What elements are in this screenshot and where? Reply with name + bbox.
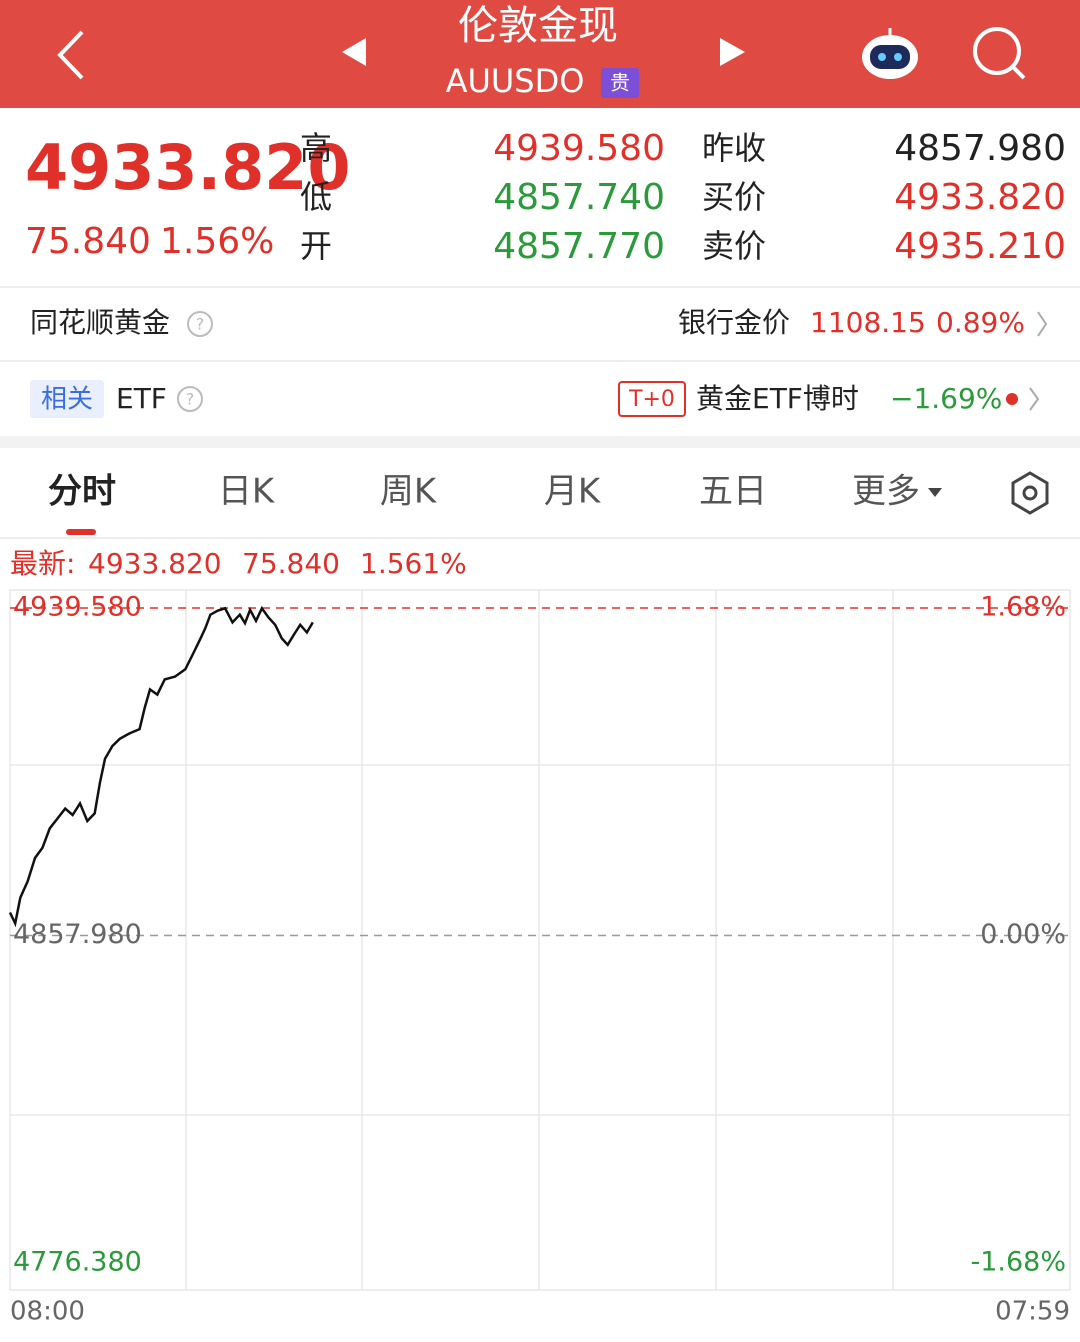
- stat-label: 昨收: [702, 129, 766, 167]
- search-icon[interactable]: [973, 27, 1026, 80]
- x-tick-label: 07:59: [995, 1297, 1070, 1327]
- stat-value: 4933.820: [894, 177, 1066, 218]
- pct-label: 1.68%: [980, 592, 1066, 623]
- latest-change: 75.840: [242, 547, 340, 580]
- help-mark: ?: [196, 315, 205, 334]
- t0-badge: [618, 381, 686, 417]
- chevron[interactable]: [1037, 311, 1048, 337]
- help-mark: ?: [186, 390, 195, 409]
- bank-price: 1108.15: [810, 306, 926, 339]
- back-button[interactable]: [57, 30, 84, 80]
- tab[interactable]: 日K: [218, 472, 276, 512]
- tab[interactable]: 周K: [380, 472, 438, 512]
- price-line: [8, 605, 314, 928]
- related-text: 相关: [41, 385, 93, 415]
- t0-text: T+0: [628, 387, 675, 412]
- chevron[interactable]: [1029, 387, 1040, 411]
- latest-pct: 1.561%: [360, 547, 467, 580]
- badge: [601, 68, 639, 98]
- stat-value: 4939.580: [493, 128, 665, 169]
- chart-grid: [9, 589, 1071, 1291]
- tab-indicator: [66, 529, 96, 535]
- pct-label: 0.00%: [980, 919, 1066, 950]
- tab[interactable]: 月K: [544, 472, 602, 512]
- price-change-pct: 1.56%: [160, 221, 274, 262]
- next-button[interactable]: [720, 38, 745, 66]
- badge-text: 贵: [610, 71, 630, 95]
- gold-name[interactable]: 同花顺黄金: [30, 306, 170, 339]
- stat-label: 开: [300, 227, 332, 265]
- related-badge: [30, 380, 104, 418]
- x-tick-label: 08:00: [10, 1297, 85, 1327]
- y-tick-label: 4776.380: [13, 1247, 142, 1278]
- etf-pct: −1.69%: [890, 382, 1002, 415]
- help-icon[interactable]: [187, 311, 213, 337]
- y-tick-label: 4939.580: [13, 592, 142, 623]
- bank-label: 银行金价: [678, 306, 790, 339]
- help-icon[interactable]: [177, 386, 203, 412]
- pct-label: -1.68%: [970, 1247, 1066, 1278]
- price-change: 75.840: [25, 221, 151, 262]
- y-tick-label: 4857.980: [13, 919, 142, 950]
- stat-value: 4857.740: [493, 177, 665, 218]
- stat-label: 高: [300, 129, 332, 167]
- latest-label: 最新:: [10, 547, 75, 580]
- stat-value: 4857.980: [894, 128, 1066, 169]
- dropdown-arrow: [928, 488, 942, 497]
- symbol-code: AUUSDO: [446, 62, 585, 100]
- stat-label: 买价: [702, 178, 766, 216]
- stat-value: 4857.770: [493, 226, 665, 267]
- bank-pct: 0.89%: [936, 306, 1025, 339]
- stat-label: 低: [300, 178, 332, 216]
- settings-icon[interactable]: [1011, 471, 1049, 515]
- tab[interactable]: 五日: [699, 472, 767, 512]
- prev-button[interactable]: [342, 38, 366, 66]
- stat-label: 卖价: [702, 227, 766, 265]
- etf-label: ETF: [116, 382, 167, 415]
- tab[interactable]: 更多: [852, 472, 920, 512]
- current-price: 4933.820: [25, 131, 351, 204]
- latest-price: 4933.820: [88, 547, 222, 580]
- stat-value: 4935.210: [894, 226, 1066, 267]
- page-title: 伦敦金现: [458, 3, 618, 49]
- etf-name[interactable]: 黄金ETF博时: [696, 382, 859, 415]
- robot-icon[interactable]: [862, 28, 918, 79]
- status-dot: [1006, 393, 1018, 405]
- tab[interactable]: 分时: [48, 472, 116, 512]
